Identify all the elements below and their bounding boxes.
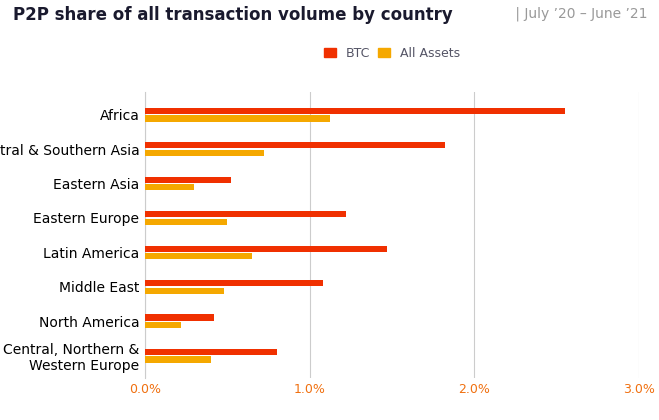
Bar [145,211,346,217]
Bar [145,177,231,183]
Bar [145,184,194,190]
Text: | July ’20 – June ’21: | July ’20 – June ’21 [511,6,647,21]
Bar [145,142,445,149]
Bar [145,288,224,294]
Bar [145,280,323,286]
Bar [145,150,264,156]
Bar [145,116,330,122]
Bar [145,356,211,362]
Bar [145,219,227,225]
Bar [145,314,214,320]
Bar [145,349,277,355]
Text: P2P share of all transaction volume by country: P2P share of all transaction volume by c… [13,6,453,24]
Bar [145,108,565,114]
Bar [145,322,181,328]
Legend: BTC, All Assets: BTC, All Assets [324,47,461,60]
Bar [145,246,387,252]
Bar [145,253,252,259]
